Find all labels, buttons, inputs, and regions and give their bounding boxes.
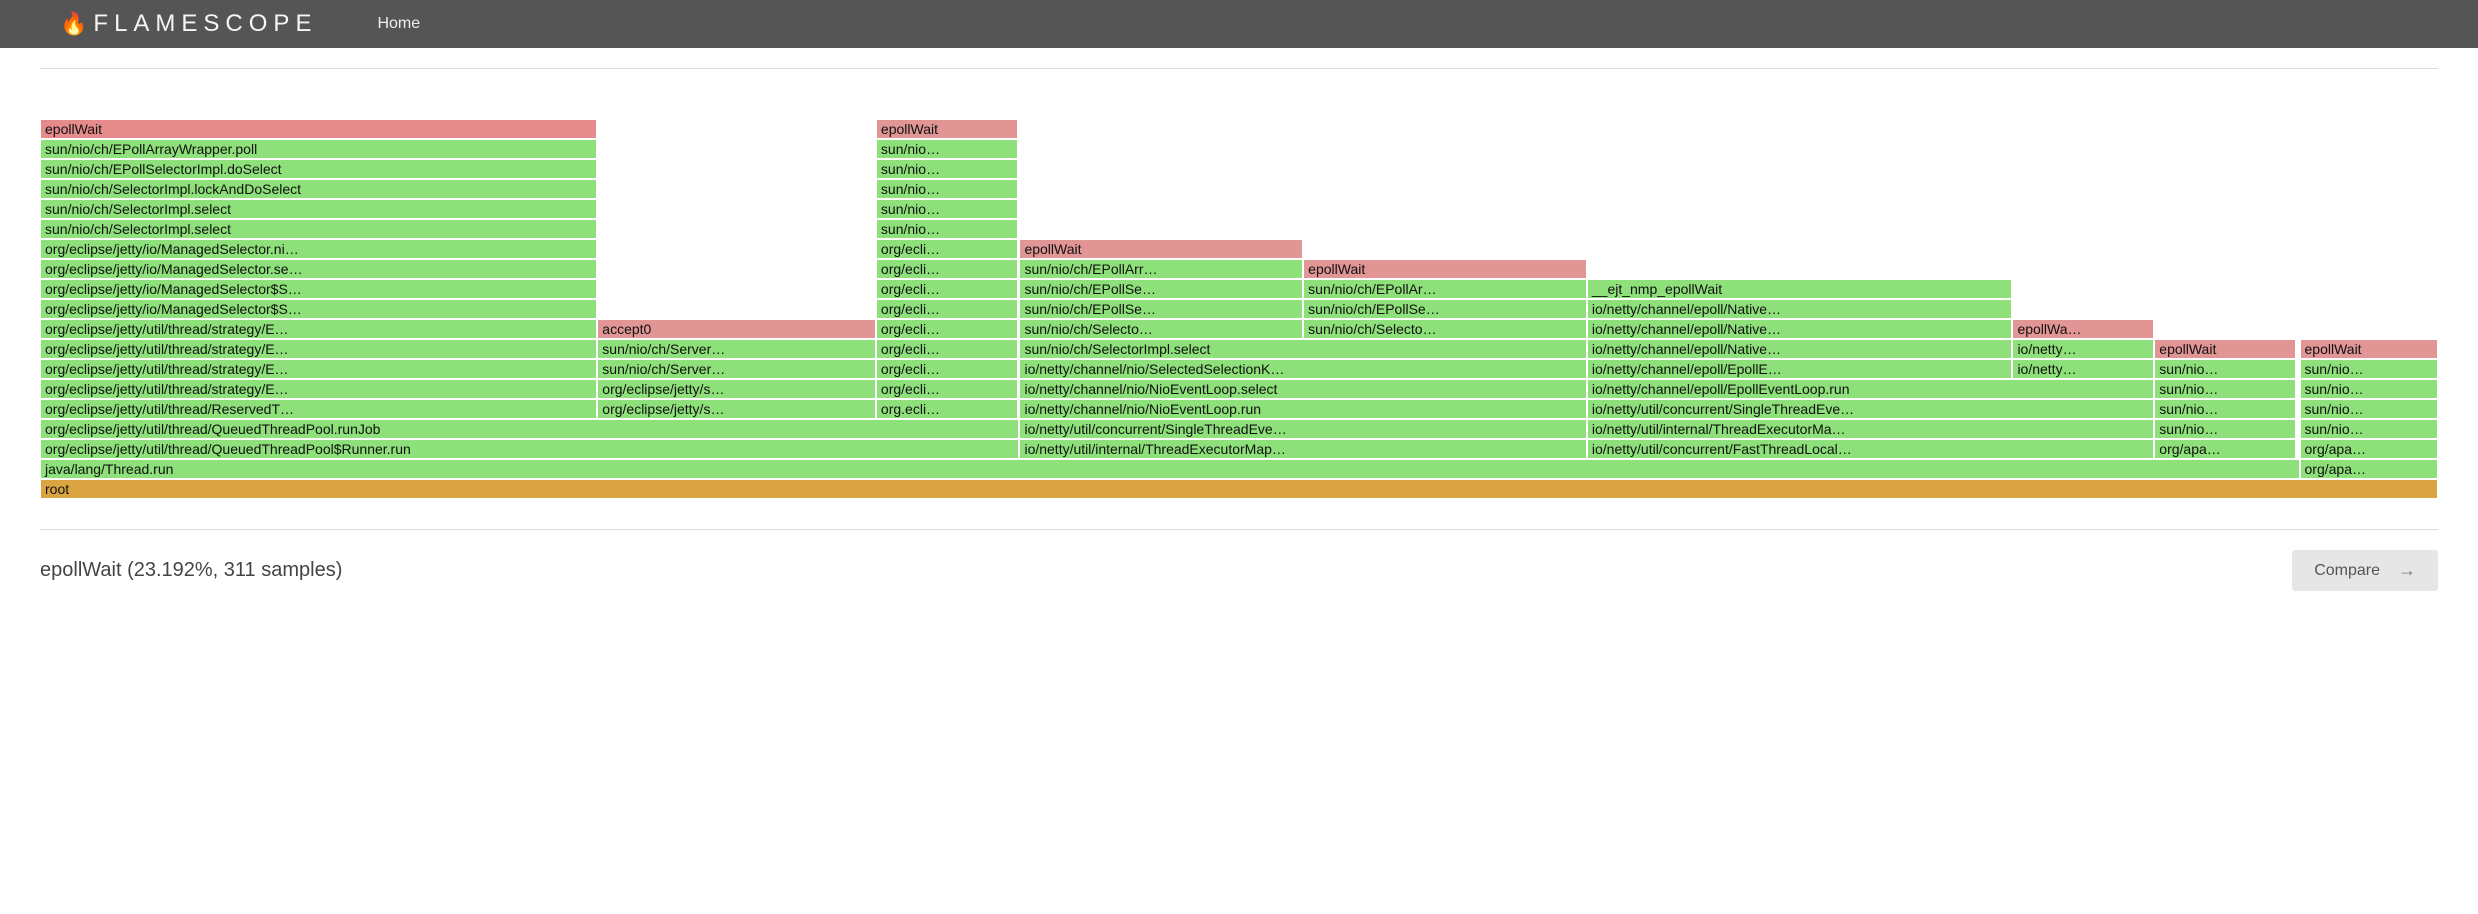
flame-frame[interactable]: sun/nio… xyxy=(876,199,1018,219)
flame-frame[interactable]: org/apa… xyxy=(2154,439,2296,459)
flame-frame[interactable]: sun/nio… xyxy=(2300,419,2438,439)
flame-frame[interactable]: org/eclipse/jetty/util/thread/strategy/E… xyxy=(40,339,597,359)
flame-frame[interactable]: org/eclipse/jetty/util/thread/strategy/E… xyxy=(40,359,597,379)
flame-frame[interactable]: io/netty/channel/epoll/EpollE… xyxy=(1587,359,2013,379)
flame-frame[interactable]: __ejt_nmp_epollWait xyxy=(1587,279,2013,299)
flame-frame[interactable]: sun/nio… xyxy=(2300,359,2438,379)
nav-home[interactable]: Home xyxy=(377,15,420,33)
flame-frame[interactable]: java/lang/Thread.run xyxy=(40,459,2300,479)
flame-frame[interactable]: io/netty… xyxy=(2012,359,2154,379)
flame-frame[interactable]: sun/nio… xyxy=(2300,379,2438,399)
footer-row: epollWait (23.192%, 311 samples) Compare… xyxy=(40,550,2438,591)
flame-frame[interactable]: sun/nio… xyxy=(876,139,1018,159)
flame-frame[interactable]: io/netty/channel/epoll/Native… xyxy=(1587,319,2013,339)
flame-frame[interactable]: org/eclipse/jetty/util/thread/QueuedThre… xyxy=(40,419,1019,439)
flame-frame[interactable]: org/ecli… xyxy=(876,319,1018,339)
compare-label: Compare xyxy=(2314,562,2380,580)
flame-frame[interactable]: org/eclipse/jetty/io/ManagedSelector.se… xyxy=(40,259,597,279)
flame-frame[interactable]: org/eclipse/jetty/s… xyxy=(597,379,876,399)
flame-frame[interactable]: sun/nio/ch/Selecto… xyxy=(1303,319,1587,339)
flame-frame[interactable]: root xyxy=(40,479,2438,499)
page: epollWait (23.192%, 311 samples) rootjav… xyxy=(0,48,2478,651)
flame-frame[interactable]: epollWait xyxy=(1019,239,1303,259)
flame-frame[interactable]: io/netty/util/internal/ThreadExecutorMa… xyxy=(1587,419,2154,439)
brand-text: FLAMESCOPE xyxy=(93,10,317,38)
flame-frame[interactable]: sun/nio… xyxy=(876,159,1018,179)
flame-frame[interactable]: sun/nio/ch/Selecto… xyxy=(1019,319,1303,339)
flame-frame[interactable]: org/eclipse/jetty/util/thread/strategy/E… xyxy=(40,379,597,399)
flame-frame[interactable]: org/eclipse/jetty/io/ManagedSelector$S… xyxy=(40,279,597,299)
flame-frame[interactable]: io/netty/channel/nio/NioEventLoop.run xyxy=(1019,399,1586,419)
flamegraph[interactable]: epollWait (23.192%, 311 samples) rootjav… xyxy=(40,119,2438,499)
flame-frame[interactable]: sun/nio… xyxy=(2300,399,2438,419)
flame-frame[interactable]: io/netty/channel/epoll/Native… xyxy=(1587,339,2013,359)
flame-frame[interactable]: epollWait xyxy=(1303,259,1587,279)
flame-frame[interactable]: sun/nio/ch/EPollArrayWrapper.poll xyxy=(40,139,597,159)
flame-frame[interactable]: io/netty/channel/epoll/EpollEventLoop.ru… xyxy=(1587,379,2154,399)
flame-frame[interactable]: sun/nio… xyxy=(2154,379,2296,399)
flame-frame[interactable]: sun/nio/ch/SelectorImpl.select xyxy=(40,219,597,239)
flame-frame[interactable]: sun/nio/ch/EPollSelectorImpl.doSelect xyxy=(40,159,597,179)
flame-frame[interactable]: io/netty/channel/nio/NioEventLoop.select xyxy=(1019,379,1586,399)
flame-frame[interactable]: org/ecli… xyxy=(876,259,1018,279)
flame-frame[interactable]: org/ecli… xyxy=(876,339,1018,359)
flame-frame[interactable]: sun/nio/ch/EPollAr… xyxy=(1303,279,1587,299)
compare-button[interactable]: Compare → xyxy=(2292,550,2438,591)
flame-frame[interactable]: io/netty/channel/epoll/Native… xyxy=(1587,299,2013,319)
flame-frame[interactable]: accept0 xyxy=(597,319,876,339)
flame-frame[interactable]: io/netty/util/concurrent/SingleThreadEve… xyxy=(1587,399,2154,419)
flame-frame[interactable]: org/eclipse/jetty/io/ManagedSelector$S… xyxy=(40,299,597,319)
flame-frame[interactable]: io/netty/util/internal/ThreadExecutorMap… xyxy=(1019,439,1586,459)
flame-icon: 🔥 xyxy=(60,11,87,37)
flame-frame[interactable]: org/eclipse/jetty/s… xyxy=(597,399,876,419)
flame-frame[interactable]: org/apa… xyxy=(2300,459,2438,479)
flame-frame[interactable]: sun/nio/ch/SelectorImpl.select xyxy=(40,199,597,219)
flame-frame[interactable]: epollWait xyxy=(876,119,1018,139)
flame-frame[interactable]: org/eclipse/jetty/util/thread/strategy/E… xyxy=(40,319,597,339)
flame-frame[interactable]: org.ecli… xyxy=(876,399,1018,419)
flame-frame[interactable]: org/ecli… xyxy=(876,299,1018,319)
flame-frame[interactable]: io/netty/channel/nio/SelectedSelectionK… xyxy=(1019,359,1586,379)
flame-frame[interactable]: sun/nio/ch/EPollSe… xyxy=(1019,279,1303,299)
flame-frame[interactable]: sun/nio/ch/SelectorImpl.select xyxy=(1019,339,1586,359)
flame-frame[interactable]: io/netty/util/concurrent/SingleThreadEve… xyxy=(1019,419,1586,439)
flame-frame[interactable]: sun/nio… xyxy=(876,179,1018,199)
flame-frame[interactable]: io/netty/util/concurrent/FastThreadLocal… xyxy=(1587,439,2154,459)
flame-frame[interactable]: sun/nio… xyxy=(876,219,1018,239)
flame-frame[interactable]: sun/nio/ch/SelectorImpl.lockAndDoSelect xyxy=(40,179,597,199)
flame-frame[interactable]: org/ecli… xyxy=(876,359,1018,379)
divider-top xyxy=(40,68,2438,69)
selected-frame-label: epollWait (23.192%, 311 samples) xyxy=(40,559,342,582)
flame-frame[interactable]: org/eclipse/jetty/util/thread/ReservedT… xyxy=(40,399,597,419)
flame-frame[interactable]: sun/nio… xyxy=(2154,359,2296,379)
arrow-right-icon: → xyxy=(2398,560,2416,581)
flame-frame[interactable]: org/eclipse/jetty/util/thread/QueuedThre… xyxy=(40,439,1019,459)
flame-frame[interactable]: sun/nio/ch/EPollArr… xyxy=(1019,259,1303,279)
topbar: 🔥 FLAMESCOPE Home xyxy=(0,0,2478,48)
brand: 🔥 FLAMESCOPE xyxy=(60,10,317,38)
divider-bottom xyxy=(40,529,2438,530)
flame-frame[interactable]: org/eclipse/jetty/io/ManagedSelector.ni… xyxy=(40,239,597,259)
flame-frame[interactable]: io/netty… xyxy=(2012,339,2154,359)
flame-frame[interactable]: epollWait xyxy=(2154,339,2296,359)
flame-frame[interactable]: sun/nio/ch/EPollSe… xyxy=(1303,299,1587,319)
flame-frame[interactable]: sun/nio… xyxy=(2154,419,2296,439)
flame-frame[interactable]: sun/nio… xyxy=(2154,399,2296,419)
flame-frame[interactable]: org/apa… xyxy=(2300,439,2438,459)
flame-frame[interactable]: sun/nio/ch/Server… xyxy=(597,359,876,379)
flame-frame[interactable]: org/ecli… xyxy=(876,379,1018,399)
flame-frame[interactable]: sun/nio/ch/Server… xyxy=(597,339,876,359)
flame-frame[interactable]: org/ecli… xyxy=(876,279,1018,299)
flame-frame[interactable]: epollWait xyxy=(2300,339,2438,359)
flame-frame[interactable]: epollWa… xyxy=(2012,319,2154,339)
flame-frame[interactable]: epollWait xyxy=(40,119,597,139)
flame-frame[interactable]: org/ecli… xyxy=(876,239,1018,259)
flame-frame[interactable]: sun/nio/ch/EPollSe… xyxy=(1019,299,1303,319)
